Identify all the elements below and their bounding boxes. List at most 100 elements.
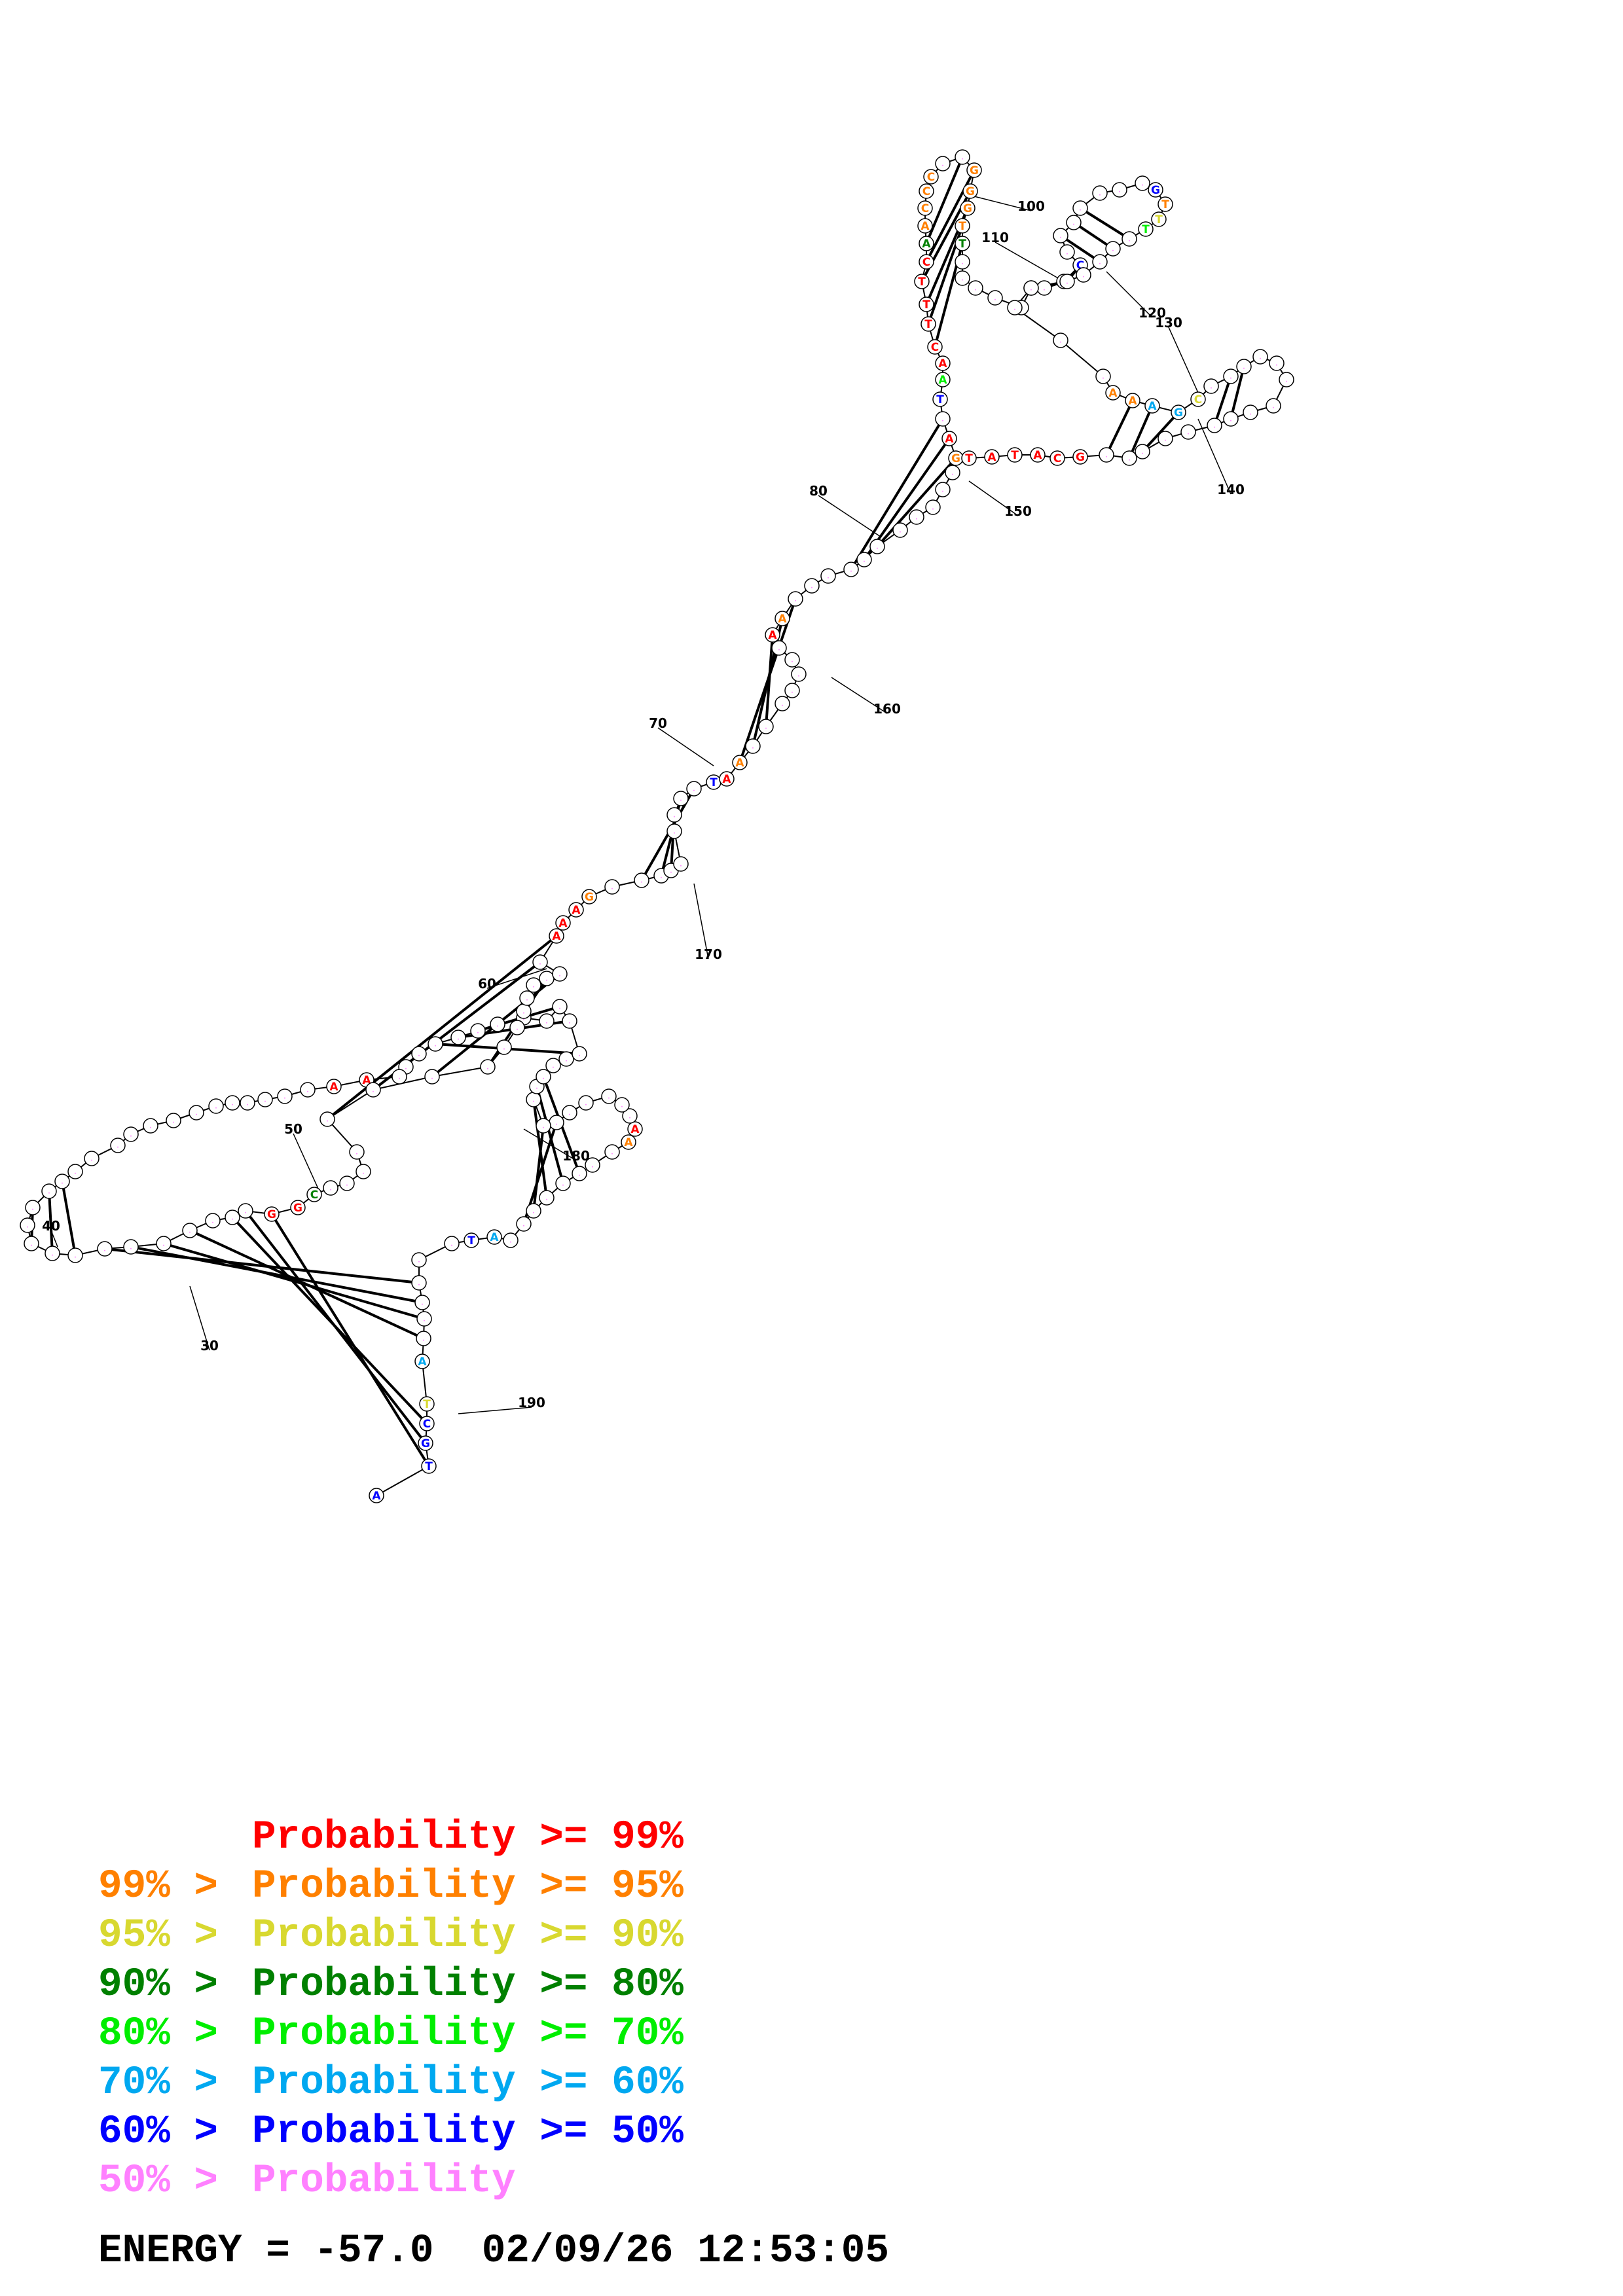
nucleotide-circle — [622, 1108, 638, 1124]
nucleotide-circle — [419, 1416, 435, 1431]
nucleotide-letter: · — [1213, 425, 1215, 431]
nucleotide: · — [257, 1092, 273, 1107]
nucleotide: · — [496, 1039, 512, 1055]
nucleotide-letter: · — [1285, 379, 1287, 386]
rna-secondary-structure: A T G C T A · · · · · · T A · · · · · · · · A A · · · · · · · · · · · · · · · ·… — [20, 149, 1294, 1503]
nucleotide: A — [1144, 398, 1160, 414]
nucleotide-letter: · — [608, 1096, 610, 1102]
nucleotide: · — [480, 1059, 496, 1075]
nucleotide-letter: G — [267, 1208, 276, 1221]
nucleotide: A — [369, 1488, 384, 1503]
position-label: 170 — [695, 946, 722, 962]
nucleotide-letter: · — [246, 1102, 248, 1109]
base-pair-bond — [925, 156, 964, 244]
nucleotide-letter: · — [545, 1020, 547, 1027]
position-label: 30 — [200, 1338, 219, 1354]
bases: A T G C T A · · · · · · T A · · · · · · · · A A · · · · · · · · · · · · · · · ·… — [20, 149, 1294, 1503]
nucleotide: · — [450, 1030, 466, 1045]
nucleotide-circle — [935, 372, 951, 387]
nucleotide-letter: · — [1259, 356, 1261, 363]
nucleotide-letter: · — [1082, 274, 1084, 281]
nucleotide-circle — [1223, 411, 1239, 427]
nucleotide: · — [673, 791, 689, 806]
nucleotide: · — [1023, 280, 1039, 296]
nucleotide-circle — [1072, 449, 1088, 465]
nucleotide-letter: · — [1128, 457, 1130, 464]
nucleotide-circle — [67, 1247, 83, 1263]
nucleotide: · — [428, 1036, 443, 1052]
nucleotide-letter: · — [794, 598, 796, 605]
nucleotide-circle — [614, 1097, 630, 1113]
nucleotide-circle — [562, 1013, 577, 1029]
nucleotide-circle — [555, 1175, 571, 1191]
nucleotide-circle — [54, 1174, 70, 1189]
label-leader-line — [458, 1407, 532, 1414]
nucleotide-circle — [968, 280, 983, 296]
nucleotide-letter: A — [938, 374, 947, 387]
position-label: 60 — [478, 976, 496, 992]
nucleotide-letter: T — [958, 220, 966, 233]
base-pair-bond — [1072, 221, 1114, 250]
nucleotide: · — [300, 1082, 316, 1098]
nucleotide-letter: C — [922, 185, 930, 198]
legend-item-threshold: 50% > — [98, 2159, 242, 2204]
nucleotide-letter: · — [434, 1043, 436, 1050]
nucleotide-circle — [961, 450, 977, 466]
nucleotide: · — [470, 1023, 486, 1039]
nucleotide-circle — [356, 1164, 371, 1179]
base-pair-bond — [270, 1213, 430, 1467]
nucleotide: · — [552, 999, 568, 1014]
nucleotide-letter: · — [974, 287, 976, 294]
nucleotide: C — [1190, 391, 1206, 407]
nucleotide-circle — [1076, 267, 1091, 283]
base-pair-bond — [765, 634, 774, 727]
nucleotide-letter: T — [423, 1398, 431, 1411]
nucleotide-letter: · — [486, 1066, 488, 1073]
nucleotide-letter: A — [490, 1231, 499, 1244]
base-pair-bond — [536, 1086, 564, 1184]
nucleotide-letter: · — [961, 156, 963, 163]
label-leader-line — [831, 677, 888, 714]
nucleotide-circle — [300, 1082, 316, 1098]
nucleotide-circle — [143, 1118, 158, 1134]
nucleotide: · — [54, 1174, 70, 1189]
nucleotide: A — [941, 431, 957, 446]
position-label: 180 — [562, 1148, 590, 1164]
nucleotide-letter: A — [768, 629, 777, 642]
nucleotide-circle — [411, 1252, 427, 1268]
nucleotide-circle — [758, 719, 774, 734]
nucleotide-letter: · — [932, 507, 934, 513]
nucleotide-letter: · — [130, 1246, 132, 1253]
position-label: 120 — [1139, 305, 1166, 321]
nucleotide-circle — [917, 200, 933, 216]
nucleotide-letter: A — [1033, 449, 1042, 462]
label-leader-line — [50, 1230, 58, 1247]
nucleotide-letter: · — [418, 1259, 420, 1266]
nucleotide-letter: · — [791, 690, 793, 696]
label-leader-line — [189, 1285, 210, 1351]
nucleotide: G — [581, 889, 597, 905]
nucleotide-letter: · — [421, 1302, 423, 1308]
nucleotide: · — [416, 1331, 431, 1346]
nucleotide-letter: · — [1118, 189, 1120, 196]
nucleotide: A — [1030, 447, 1046, 463]
nucleotide: · — [1092, 254, 1108, 270]
nucleotide: · — [892, 522, 908, 538]
nucleotide: A — [549, 928, 564, 944]
nucleotide-circle — [935, 156, 951, 171]
nucleotide: · — [555, 1175, 571, 1191]
nucleotide-letter: · — [1066, 251, 1068, 258]
nucleotide-circle — [503, 1232, 519, 1248]
nucleotide: · — [1135, 444, 1150, 459]
nucleotide-letter: G — [1076, 451, 1085, 464]
nucleotide: · — [552, 966, 568, 982]
nucleotide-letter: C — [931, 341, 939, 354]
nucleotide: A — [326, 1079, 342, 1094]
nucleotide-letter: · — [1128, 238, 1130, 245]
legend-item-threshold: 99% > — [98, 1864, 242, 1909]
nucleotide-circle — [921, 316, 936, 332]
nucleotide: A — [732, 755, 748, 770]
nucleotide-letter: T — [922, 298, 930, 312]
nucleotide-letter: · — [1272, 405, 1274, 412]
nucleotide-circle — [225, 1210, 240, 1225]
